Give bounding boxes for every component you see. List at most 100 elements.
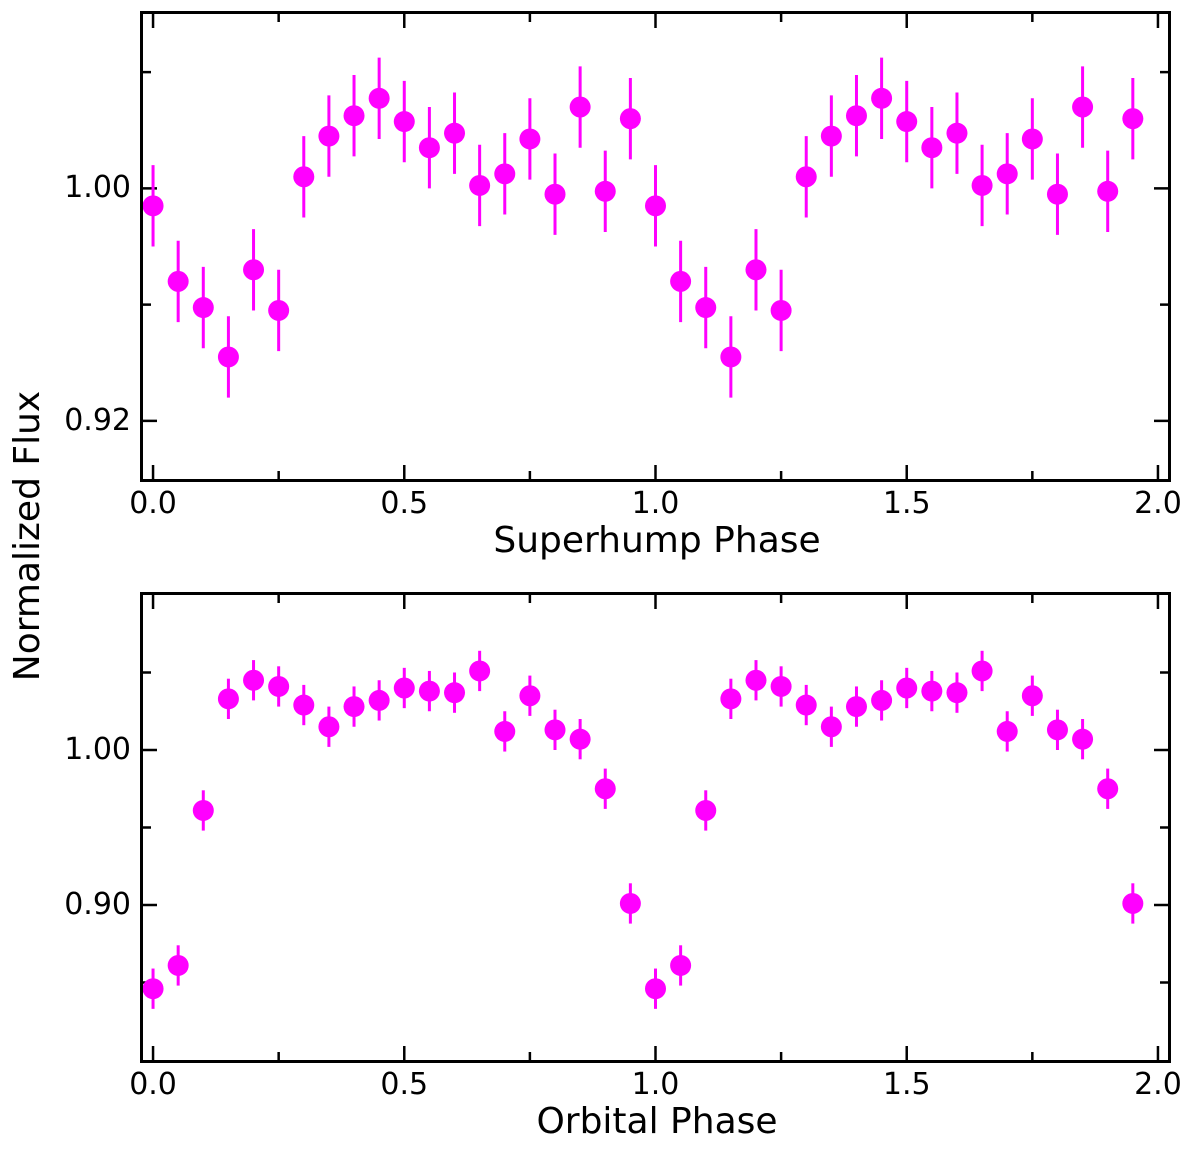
data-point xyxy=(845,105,867,127)
data-point xyxy=(393,677,415,699)
data-point xyxy=(143,978,164,1000)
data-point xyxy=(418,137,440,159)
data-point xyxy=(1046,719,1068,741)
data-point xyxy=(243,669,265,691)
data-point xyxy=(569,728,591,750)
xaxis-label-orbital-phase: Orbital Phase xyxy=(536,1101,778,1142)
data-point xyxy=(343,696,365,718)
data-point xyxy=(519,128,541,150)
data-point xyxy=(444,682,466,704)
x-tick-label: 0.5 xyxy=(380,486,429,521)
data-point xyxy=(619,892,641,914)
data-point xyxy=(192,297,214,319)
data-point xyxy=(1122,108,1144,130)
data-point xyxy=(368,689,390,711)
data-point xyxy=(645,195,666,217)
data-point xyxy=(192,799,214,821)
data-point xyxy=(946,682,968,704)
data-point xyxy=(896,677,918,699)
data-point xyxy=(820,125,842,147)
data-point xyxy=(494,720,516,742)
y-tick-label: 1.00 xyxy=(64,170,131,206)
data-point xyxy=(519,685,541,707)
x-tick-label: 2.0 xyxy=(1134,1067,1182,1102)
orbital-phase-panel xyxy=(140,592,1171,1063)
data-point xyxy=(896,111,918,133)
data-point xyxy=(996,720,1018,742)
x-tick-label: 1.0 xyxy=(631,486,680,521)
xaxis-label-superhump-phase: Superhump Phase xyxy=(493,520,821,561)
data-point xyxy=(167,270,189,292)
y-tick-label: 0.90 xyxy=(64,887,131,922)
data-point xyxy=(1021,685,1043,707)
data-point xyxy=(318,125,340,147)
data-point xyxy=(143,195,164,217)
data-point xyxy=(745,669,767,691)
data-point xyxy=(1072,96,1094,118)
data-point xyxy=(820,716,842,738)
data-point xyxy=(996,163,1018,185)
data-point xyxy=(921,680,943,702)
data-point xyxy=(167,954,189,976)
data-point xyxy=(217,346,239,368)
x-tick-label: 1.5 xyxy=(882,1067,931,1102)
x-tick-label: 1.5 xyxy=(882,486,931,521)
data-point xyxy=(1097,180,1119,202)
yaxis-label-normalized-flux: Normalized Flux xyxy=(7,390,49,682)
data-point xyxy=(971,660,993,682)
data-point xyxy=(1072,728,1094,750)
data-point xyxy=(217,688,239,710)
data-point xyxy=(946,122,968,144)
superhump-phase-panel xyxy=(140,11,1171,482)
data-point xyxy=(318,716,340,738)
data-point xyxy=(293,166,315,188)
x-tick-label: 1.0 xyxy=(631,1067,680,1102)
x-tick-label: 0.0 xyxy=(129,486,177,521)
data-point xyxy=(418,680,440,702)
data-point xyxy=(871,689,893,711)
y-tick-label: 0.92 xyxy=(64,402,131,438)
data-point xyxy=(745,259,767,281)
data-point xyxy=(720,688,742,710)
orbital-phase-plot-canvas xyxy=(143,595,1168,1060)
data-point xyxy=(1021,128,1043,150)
data-point xyxy=(720,346,742,368)
data-point xyxy=(293,694,315,716)
data-point xyxy=(770,675,792,697)
data-point xyxy=(845,696,867,718)
data-point xyxy=(1122,892,1144,914)
y-tick-label: 1.00 xyxy=(64,732,131,767)
x-tick-label: 2.0 xyxy=(1134,486,1182,521)
data-point xyxy=(1046,183,1068,205)
data-point xyxy=(670,270,692,292)
data-point xyxy=(569,96,591,118)
data-point xyxy=(795,166,817,188)
data-point xyxy=(695,297,717,319)
data-point xyxy=(469,660,491,682)
data-point xyxy=(1097,778,1119,800)
data-point xyxy=(695,799,717,821)
data-point xyxy=(670,954,692,976)
data-point xyxy=(494,163,516,185)
data-point xyxy=(393,111,415,133)
superhump-phase-plot-canvas xyxy=(143,14,1168,479)
data-point xyxy=(444,122,466,144)
data-point xyxy=(619,108,641,130)
data-point xyxy=(268,675,290,697)
data-point xyxy=(243,259,265,281)
data-point xyxy=(544,183,566,205)
data-point xyxy=(770,299,792,321)
x-tick-label: 0.0 xyxy=(129,1067,177,1102)
data-point xyxy=(971,174,993,196)
data-point xyxy=(921,137,943,159)
data-point xyxy=(594,778,616,800)
data-point xyxy=(544,719,566,741)
data-point xyxy=(645,978,666,1000)
data-point xyxy=(268,299,290,321)
data-point xyxy=(469,174,491,196)
x-tick-label: 0.5 xyxy=(380,1067,429,1102)
data-point xyxy=(343,105,365,127)
data-point xyxy=(368,87,390,109)
data-point xyxy=(594,180,616,202)
